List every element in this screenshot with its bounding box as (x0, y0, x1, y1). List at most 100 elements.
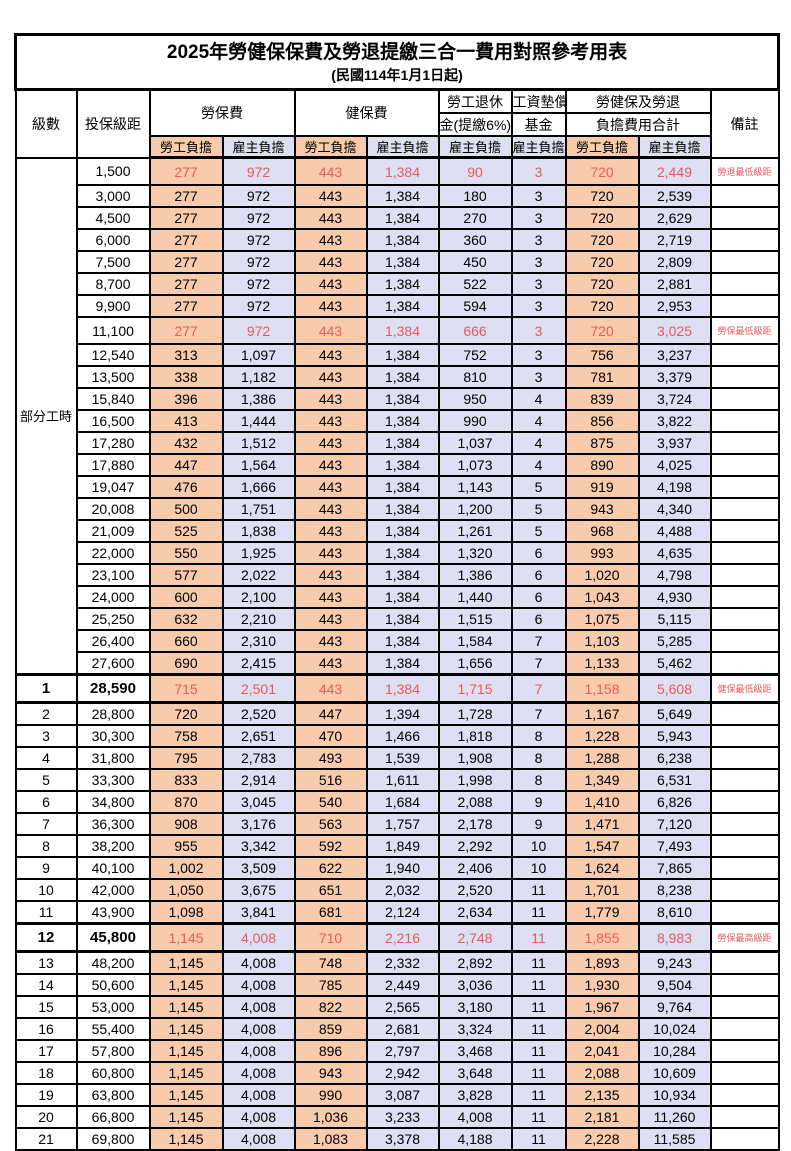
value-cell-health-employee: 443 (293, 475, 368, 499)
value-cell-labor-employer: 4,008 (221, 973, 296, 997)
value-cell-total-employer: 4,488 (637, 519, 712, 543)
bracket-cell: 63,800 (75, 1083, 151, 1107)
value-cell-health-employer: 1,384 (365, 541, 440, 565)
note-cell (709, 701, 780, 726)
table-row: 15 53,000 1,145 4,008 822 2,565 3,180 11 1,967 9,… (14, 995, 780, 1019)
note-cell (709, 812, 780, 836)
value-cell-labor-employer: 1,386 (221, 387, 296, 411)
table-row: 13,500 338 1,182 443 1,384 810 3 781 3,379 (16, 365, 780, 389)
value-cell-wage-fund-employer: 3 (510, 272, 567, 296)
table-body: 部分工時 1,500 277 972 443 1,384 90 3 720 2,449 勞退最低級距… (14, 156, 780, 1151)
value-cell-labor-employer: 3,675 (221, 878, 296, 902)
value-cell-wage-fund-employer: 10 (510, 834, 567, 858)
bracket-cell: 1,500 (75, 156, 151, 186)
note-cell (709, 475, 780, 499)
note-cell (709, 1039, 780, 1063)
value-cell-total-employer: 2,809 (637, 250, 712, 274)
value-cell-pension-employer: 3,324 (437, 1017, 513, 1041)
value-cell-pension-employer: 2,292 (437, 834, 513, 858)
value-cell-labor-employee: 1,098 (148, 900, 224, 925)
value-cell-health-employee: 1,036 (293, 1105, 368, 1129)
table-row: 21 69,800 1,145 4,008 1,083 3,378 4,188 11 2,228… (14, 1127, 780, 1151)
value-cell-wage-fund-employer: 11 (510, 878, 567, 902)
bracket-cell: 13,500 (75, 365, 151, 389)
note-cell (709, 387, 780, 411)
table-row: 14 50,600 1,145 4,008 785 2,449 3,036 11 1,930 9,… (14, 973, 780, 997)
value-cell-total-employee: 2,135 (564, 1083, 640, 1107)
note-cell (709, 724, 780, 748)
value-cell-pension-employer: 1,818 (437, 724, 513, 748)
value-cell-health-employer: 1,384 (365, 409, 440, 433)
col-header-labor-insurance: 勞保費 (148, 88, 296, 137)
subheader-health-employer: 雇主負擔 (365, 135, 440, 159)
value-cell-total-employer: 9,764 (637, 995, 712, 1019)
subheader-labor-employee: 勞工負擔 (148, 135, 224, 159)
value-cell-health-employer: 1,384 (365, 673, 440, 704)
value-cell-labor-employee: 1,145 (148, 1105, 224, 1129)
table-row: 8,700 277 972 443 1,384 522 3 720 2,881 (16, 272, 780, 296)
value-cell-health-employer: 1,940 (365, 856, 440, 880)
value-cell-health-employer: 1,384 (365, 497, 440, 521)
value-cell-pension-employer: 1,320 (437, 541, 513, 565)
value-cell-labor-employer: 4,008 (221, 1083, 296, 1107)
value-cell-total-employer: 5,608 (637, 673, 712, 704)
value-cell-health-employee: 990 (293, 1083, 368, 1107)
value-cell-health-employee: 1,083 (293, 1127, 368, 1151)
value-cell-health-employer: 1,394 (365, 701, 440, 726)
value-cell-total-employee: 1,471 (564, 812, 640, 836)
value-cell-pension-employer: 270 (437, 206, 513, 230)
value-cell-pension-employer: 1,728 (437, 701, 513, 726)
level-cell: 11 (14, 900, 78, 925)
bracket-cell: 9,900 (75, 294, 151, 318)
value-cell-health-employer: 1,384 (365, 206, 440, 230)
value-cell-labor-employee: 476 (148, 475, 224, 499)
value-cell-labor-employer: 3,176 (221, 812, 296, 836)
value-cell-wage-fund-employer: 7 (510, 673, 567, 704)
value-cell-total-employer: 8,238 (637, 878, 712, 902)
value-cell-labor-employer: 972 (221, 228, 296, 252)
bracket-cell: 55,400 (75, 1017, 151, 1041)
table-row: 9,900 277 972 443 1,384 594 3 720 2,953 (16, 294, 780, 318)
value-cell-health-employee: 443 (293, 316, 368, 345)
col-header-health-insurance: 健保費 (293, 88, 440, 137)
table-row: 19 63,800 1,145 4,008 990 3,087 3,828 11 2,135 10… (14, 1083, 780, 1107)
note-cell: 勞保最高級距 (709, 922, 780, 953)
value-cell-total-employee: 1,410 (564, 790, 640, 814)
bracket-cell: 66,800 (75, 1105, 151, 1129)
bracket-cell: 7,500 (75, 250, 151, 274)
value-cell-total-employee: 1,020 (564, 563, 640, 587)
value-cell-labor-employee: 313 (148, 343, 224, 367)
value-cell-total-employee: 1,075 (564, 607, 640, 631)
col-header-level: 級數 (14, 88, 78, 159)
value-cell-pension-employer: 1,073 (437, 453, 513, 477)
value-cell-health-employee: 443 (293, 343, 368, 367)
value-cell-labor-employer: 2,651 (221, 724, 296, 748)
value-cell-health-employee: 785 (293, 973, 368, 997)
value-cell-labor-employee: 1,145 (148, 1017, 224, 1041)
value-cell-health-employer: 1,384 (365, 250, 440, 274)
value-cell-labor-employer: 972 (221, 316, 296, 345)
table-row: 27,600 690 2,415 443 1,384 1,656 7 1,133 5,462 (16, 651, 780, 676)
level-cell: 10 (14, 878, 78, 902)
value-cell-health-employee: 443 (293, 250, 368, 274)
level-cell: 6 (14, 790, 78, 814)
col-header-remarks: 備註 (709, 88, 780, 159)
value-cell-labor-employer: 972 (221, 184, 296, 208)
value-cell-wage-fund-employer: 10 (510, 856, 567, 880)
table-row: 24,000 600 2,100 443 1,384 1,440 6 1,043 4,930 (16, 585, 780, 609)
value-cell-wage-fund-employer: 8 (510, 746, 567, 770)
table-row: 12 45,800 1,145 4,008 710 2,216 2,748 11 1,855 8,… (14, 922, 780, 953)
value-cell-pension-employer: 1,037 (437, 431, 513, 455)
value-cell-total-employee: 839 (564, 387, 640, 411)
value-cell-labor-employer: 2,022 (221, 563, 296, 587)
note-cell (709, 746, 780, 770)
table-row: 16,500 413 1,444 443 1,384 990 4 856 3,822 (16, 409, 780, 433)
value-cell-labor-employee: 1,145 (148, 1127, 224, 1151)
note-cell (709, 856, 780, 880)
value-cell-health-employee: 443 (293, 629, 368, 653)
value-cell-labor-employee: 715 (148, 673, 224, 704)
value-cell-labor-employer: 4,008 (221, 1061, 296, 1085)
value-cell-pension-employer: 2,748 (437, 922, 513, 953)
value-cell-total-employee: 1,855 (564, 922, 640, 953)
value-cell-total-employer: 5,649 (637, 701, 712, 726)
